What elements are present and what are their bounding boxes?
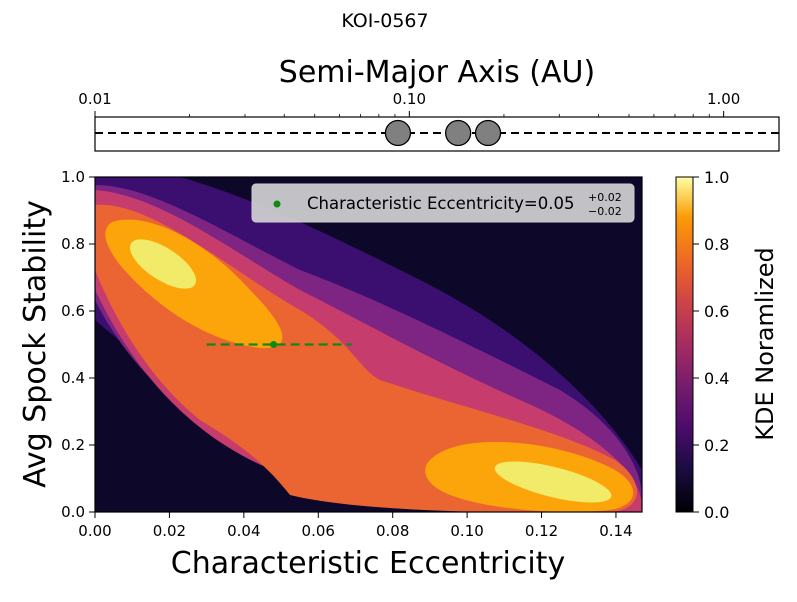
y-tick-label: 0.2 xyxy=(61,436,85,454)
colorbar-tick-label: 0.2 xyxy=(704,436,729,455)
legend: Characteristic Eccentricity=0.05 +0.02 −… xyxy=(251,183,635,223)
legend-label: Characteristic Eccentricity=0.05 xyxy=(307,194,574,213)
semimajor-axis-ticks: 0.01 0.10 1.00 xyxy=(78,90,740,117)
legend-marker-icon xyxy=(273,200,281,208)
x-tick-label: 0.08 xyxy=(376,522,409,540)
x-tick-label: 0.06 xyxy=(302,522,335,540)
y-tick-label: 0.0 xyxy=(61,503,85,521)
top-tick-label: 0.01 xyxy=(78,90,111,108)
y-axis-label: Avg Spock Stability xyxy=(18,200,53,488)
colorbar-tick-label: 0.8 xyxy=(704,235,729,254)
legend-upper-error: +0.02 xyxy=(588,191,622,204)
x-tick-label: 0.00 xyxy=(78,522,111,540)
planet-marker xyxy=(445,119,472,147)
kde-contours xyxy=(95,177,642,512)
x-tick-label: 0.10 xyxy=(450,522,483,540)
colorbar-tick-label: 0.6 xyxy=(704,302,729,321)
top-tick-label: 1.00 xyxy=(707,90,740,108)
figure-title: KOI-0567 xyxy=(341,10,428,32)
x-tick-label: 0.02 xyxy=(153,522,186,540)
colorbar-tick-label: 0.0 xyxy=(704,503,729,522)
x-tick-label: 0.12 xyxy=(525,522,558,540)
planet-markers xyxy=(384,119,502,147)
colorbar-tick-label: 1.0 xyxy=(704,168,729,187)
y-tick-label: 0.6 xyxy=(61,302,85,320)
legend-box xyxy=(251,183,635,223)
x-axis-ticks: 0.00 0.02 0.04 0.06 0.08 0.10 0.12 0.14 xyxy=(78,512,633,540)
kde-peak-1 xyxy=(129,239,197,289)
colorbar: 0.0 0.2 0.4 0.6 0.8 1.0 KDE Noramlized xyxy=(675,168,779,522)
kde-peak-2 xyxy=(494,461,612,503)
top-tick-label: 0.10 xyxy=(393,90,426,108)
planet-marker xyxy=(384,119,412,147)
x-axis-label: Characteristic Eccentricity xyxy=(171,546,565,581)
y-tick-label: 1.0 xyxy=(61,168,85,186)
semimajor-axis-label: Semi-Major Axis (AU) xyxy=(279,55,595,90)
kde-panel: Characteristic Eccentricity=0.05 +0.02 −… xyxy=(18,168,643,581)
x-tick-label: 0.04 xyxy=(227,522,260,540)
y-tick-label: 0.4 xyxy=(61,369,85,387)
semimajor-axis-frame xyxy=(94,116,780,152)
y-tick-label: 0.8 xyxy=(61,235,85,253)
colorbar-gradient xyxy=(675,176,694,513)
colorbar-ticks: 0.0 0.2 0.4 0.6 0.8 1.0 xyxy=(693,168,729,522)
legend-lower-error: −0.02 xyxy=(588,205,622,218)
x-tick-label: 0.14 xyxy=(599,522,632,540)
colorbar-tick-label: 0.4 xyxy=(704,369,729,388)
eccentricity-point xyxy=(270,341,278,348)
semimajor-axis-panel: Semi-Major Axis (AU) 0.01 0.10 1.00 xyxy=(78,55,780,152)
colorbar-label: KDE Noramlized xyxy=(751,247,779,441)
planet-marker xyxy=(474,119,502,147)
y-axis-ticks: 0.0 0.2 0.4 0.6 0.8 1.0 xyxy=(61,168,95,521)
kde-frame xyxy=(94,176,643,513)
